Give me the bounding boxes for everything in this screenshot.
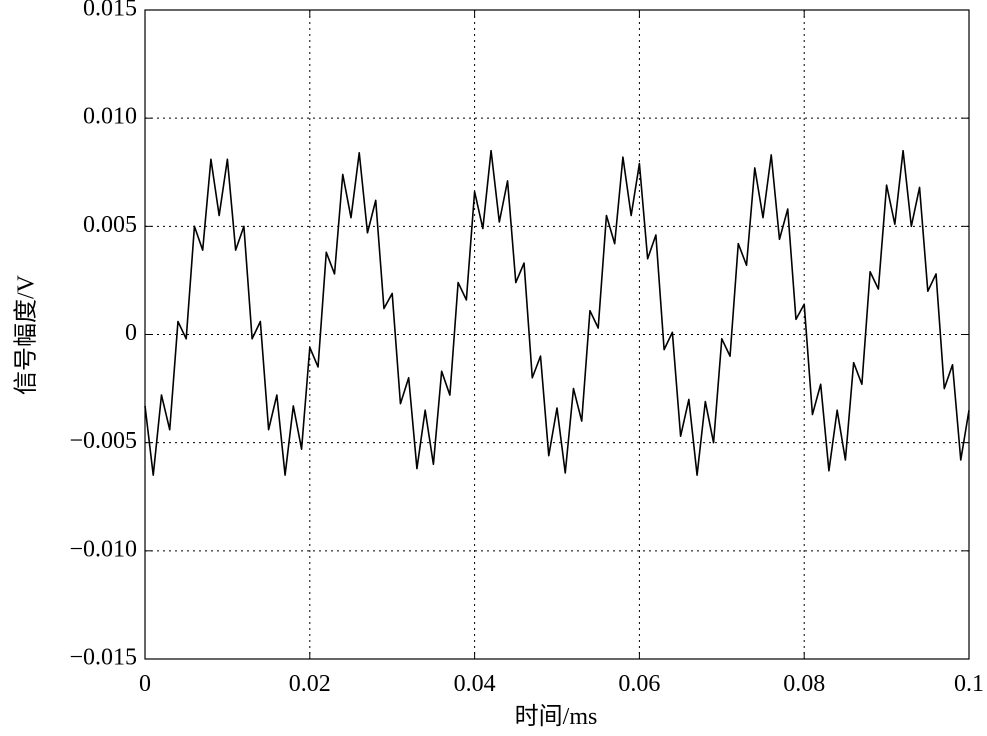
x-tick-label: 0.08 (783, 671, 825, 697)
y-tick-label: −0.005 (69, 428, 137, 454)
x-tick-label: 0.1 (954, 671, 984, 697)
plot-frame (144, 9, 970, 660)
x-axis-label: 时间/ms (515, 703, 598, 730)
x-tick-label: 0.02 (289, 671, 331, 697)
y-tick-label: 0.015 (83, 0, 137, 22)
signal-line (144, 149, 970, 476)
y-axis-label: 信号幅度/V (13, 274, 40, 395)
y-tick-label: −0.015 (69, 645, 137, 671)
y-tick-label: −0.010 (69, 536, 137, 562)
x-tick-label: 0.06 (618, 671, 660, 697)
x-tick-label: 0 (139, 671, 151, 697)
y-tick-label: 0 (125, 320, 137, 346)
y-tick-label: 0.005 (83, 212, 137, 238)
x-tick-label: 0.04 (454, 671, 496, 697)
y-tick-label: 0.010 (83, 104, 137, 130)
